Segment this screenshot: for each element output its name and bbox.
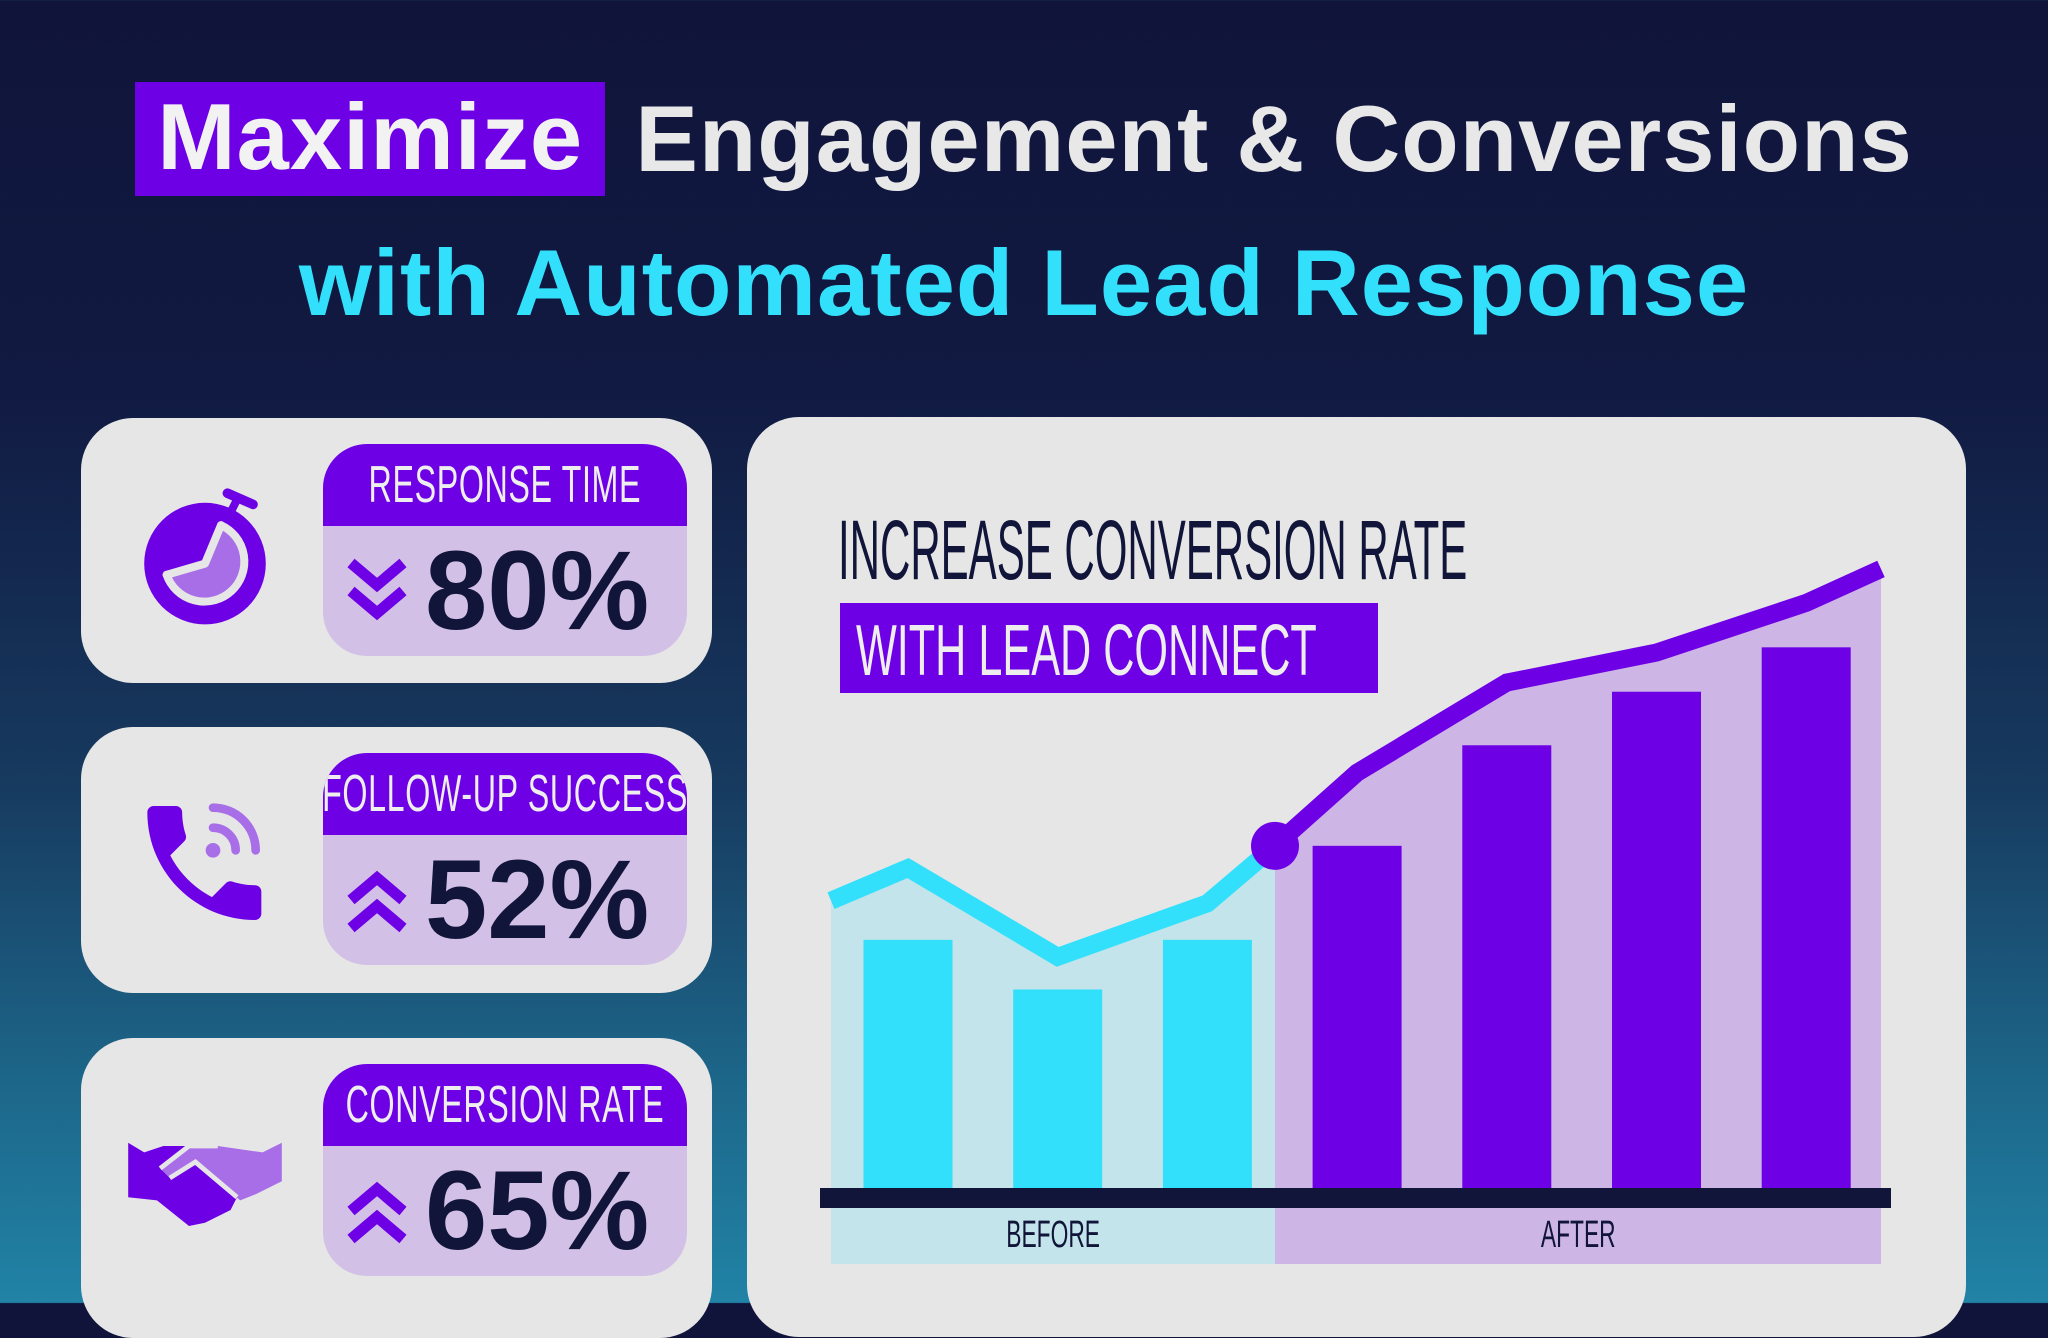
headline-line-1: Maximize Engagement & Conversions	[0, 82, 2048, 196]
stat-value: 52%	[425, 837, 650, 962]
phone-icon	[147, 803, 262, 920]
group-label-before-wrap: BEFORE	[831, 1216, 1275, 1254]
bar-2	[1013, 989, 1103, 1188]
stopwatch-icon	[144, 488, 266, 625]
group-label-after-wrap: AFTER	[1275, 1216, 1881, 1254]
bar-chart	[820, 560, 1891, 1264]
stat-badge: FOLLOW-UP SUCCESS 52%	[323, 753, 687, 965]
trend-line-after	[1269, 560, 1885, 853]
after-area	[1275, 568, 1881, 1264]
bar-4	[1312, 845, 1402, 1188]
chevron-double-down-icon	[347, 558, 407, 621]
group-label-before: BEFORE	[1006, 1214, 1100, 1256]
stat-label: CONVERSION RATE	[345, 1076, 665, 1134]
group-label-after: AFTER	[1540, 1214, 1616, 1256]
chart-title: INCREASE CONVERSION RATE	[838, 503, 1468, 597]
chart-subtitle: WITH LEAD CONNECT	[856, 611, 1317, 691]
chart-baseline	[820, 1188, 1891, 1208]
bar-6	[1612, 691, 1701, 1188]
bar-3	[1162, 939, 1252, 1188]
stat-value: 80%	[425, 528, 650, 653]
bar-5	[1462, 745, 1552, 1188]
stat-card-follow-up-success: FOLLOW-UP SUCCESS 52%	[81, 727, 712, 993]
stat-label: RESPONSE TIME	[368, 456, 642, 514]
headline-rest: Engagement & Conversions	[635, 86, 1913, 191]
transition-marker	[1251, 821, 1299, 870]
chevron-double-up-icon	[347, 1181, 407, 1244]
stat-badge: RESPONSE TIME 80%	[323, 444, 687, 656]
handshake-icon	[128, 1142, 282, 1226]
stat-value: 65%	[425, 1148, 650, 1273]
stat-badge: CONVERSION RATE 65%	[323, 1064, 687, 1276]
chart-subtitle-box: WITH LEAD CONNECT	[840, 603, 1378, 693]
chevron-double-up-icon	[347, 870, 407, 933]
headline-highlight: Maximize	[135, 82, 606, 196]
stat-card-response-time: RESPONSE TIME 80%	[81, 418, 712, 683]
stat-card-conversion-rate: CONVERSION RATE 65%	[81, 1038, 712, 1338]
bar-1	[863, 939, 953, 1188]
trend-line-before	[827, 838, 1281, 967]
stat-label: FOLLOW-UP SUCCESS	[323, 765, 687, 823]
headline-line-2: with Automated Lead Response	[298, 230, 1750, 335]
bar-7	[1761, 647, 1851, 1188]
